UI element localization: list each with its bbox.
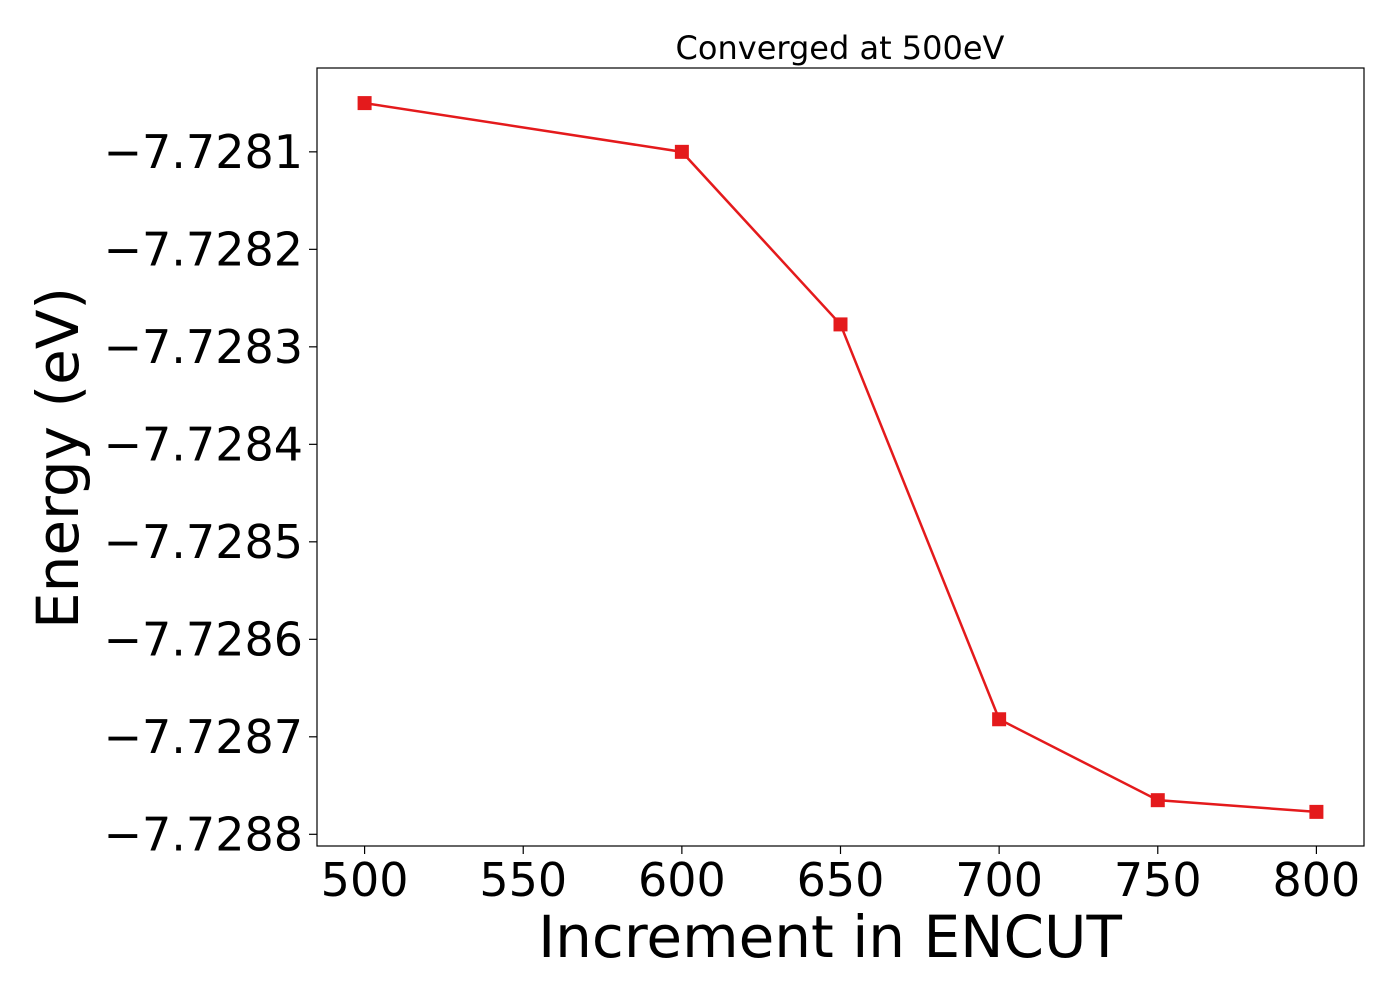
y-tick-label: −7.7282 xyxy=(104,222,304,276)
data-point-marker xyxy=(833,317,848,332)
chart-title: Converged at 500eV xyxy=(676,29,1005,67)
y-axis-ticks: −7.7281 −7.7282 −7.7283 −7.7284 −7.7285 −7.72… xyxy=(104,125,317,861)
x-tick-label: 750 xyxy=(1114,853,1202,907)
y-tick-label: −7.7288 xyxy=(104,807,304,861)
y-tick-label: −7.7281 xyxy=(104,125,304,179)
x-tick-label: 650 xyxy=(797,853,885,907)
x-tick-label: 800 xyxy=(1273,853,1361,907)
data-point-marker xyxy=(992,712,1007,727)
y-axis-label: Energy (eV) xyxy=(24,287,92,629)
x-axis-label: Increment in ENCUT xyxy=(538,903,1122,971)
x-tick-label: 600 xyxy=(638,853,726,907)
series-line xyxy=(364,101,1317,814)
x-tick-label: 700 xyxy=(955,853,1043,907)
plot-area-frame xyxy=(316,67,1365,847)
y-tick-label: −7.7287 xyxy=(104,710,304,764)
y-tick-label: −7.7283 xyxy=(104,320,304,374)
data-point-marker xyxy=(357,96,372,111)
data-point-marker xyxy=(674,144,689,159)
data-point-marker xyxy=(1150,793,1165,808)
series-layer xyxy=(357,96,1324,819)
x-tick-label: 550 xyxy=(479,853,567,907)
y-tick-label: −7.7286 xyxy=(104,612,304,666)
y-tick-label: −7.7285 xyxy=(104,515,304,569)
y-tick-label: −7.7284 xyxy=(104,417,304,471)
x-tick-label: 500 xyxy=(321,853,409,907)
data-point-marker xyxy=(1309,804,1324,819)
x-axis-ticks: 500 550 600 650 700 750 800 xyxy=(321,846,1361,907)
